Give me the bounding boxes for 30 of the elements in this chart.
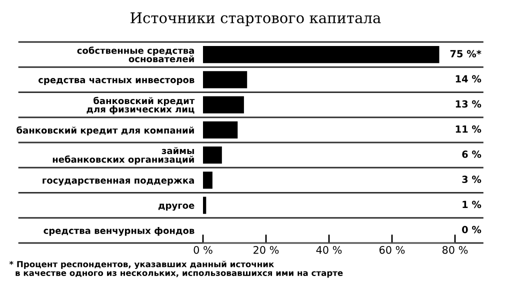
- y-tick-label: государственная поддержка: [42, 178, 194, 186]
- x-tick-label: 40 %: [316, 246, 342, 254]
- y-tick-label: банковский кредит для физических лиц: [86, 96, 195, 114]
- data-label: 6 %: [462, 150, 482, 158]
- bar: [203, 196, 206, 214]
- x-tick-label: 20 %: [254, 246, 279, 254]
- y-tick-label: банковский кредит для компаний: [16, 126, 194, 136]
- y-tick-label: займы небанковских организаций: [52, 147, 194, 165]
- bar: [203, 46, 440, 64]
- y-tick-label: средства венчурных фондов: [44, 227, 194, 236]
- y-tick-label: собственные средства основателей: [77, 46, 194, 62]
- data-label: 0 %: [462, 226, 482, 234]
- data-label: 1 %: [462, 200, 482, 208]
- y-tick-label: средства частных инвесторов: [38, 78, 194, 85]
- data-label: 75 %*: [450, 50, 482, 58]
- data-label: 14 %: [456, 75, 482, 83]
- bar: [203, 96, 244, 114]
- data-label: 11 %: [456, 125, 482, 133]
- data-label: 3 %: [462, 176, 482, 184]
- bar: [203, 172, 212, 189]
- chart-title: Источники стартового капитала: [130, 12, 381, 26]
- bar: [203, 146, 222, 164]
- x-tick-label: 0 %: [194, 246, 212, 254]
- x-tick-label: 80 %: [442, 246, 468, 254]
- data-label: 13 %: [456, 100, 482, 108]
- text: * Процент респондентов, указавших данный источник в качестве одного из нескольких, использовавшихся ими на старте: [9, 260, 343, 278]
- x-tick-label: 60 %: [379, 246, 405, 254]
- bar: [203, 71, 248, 88]
- y-tick-label: другое: [158, 204, 194, 211]
- bar: [203, 121, 238, 138]
